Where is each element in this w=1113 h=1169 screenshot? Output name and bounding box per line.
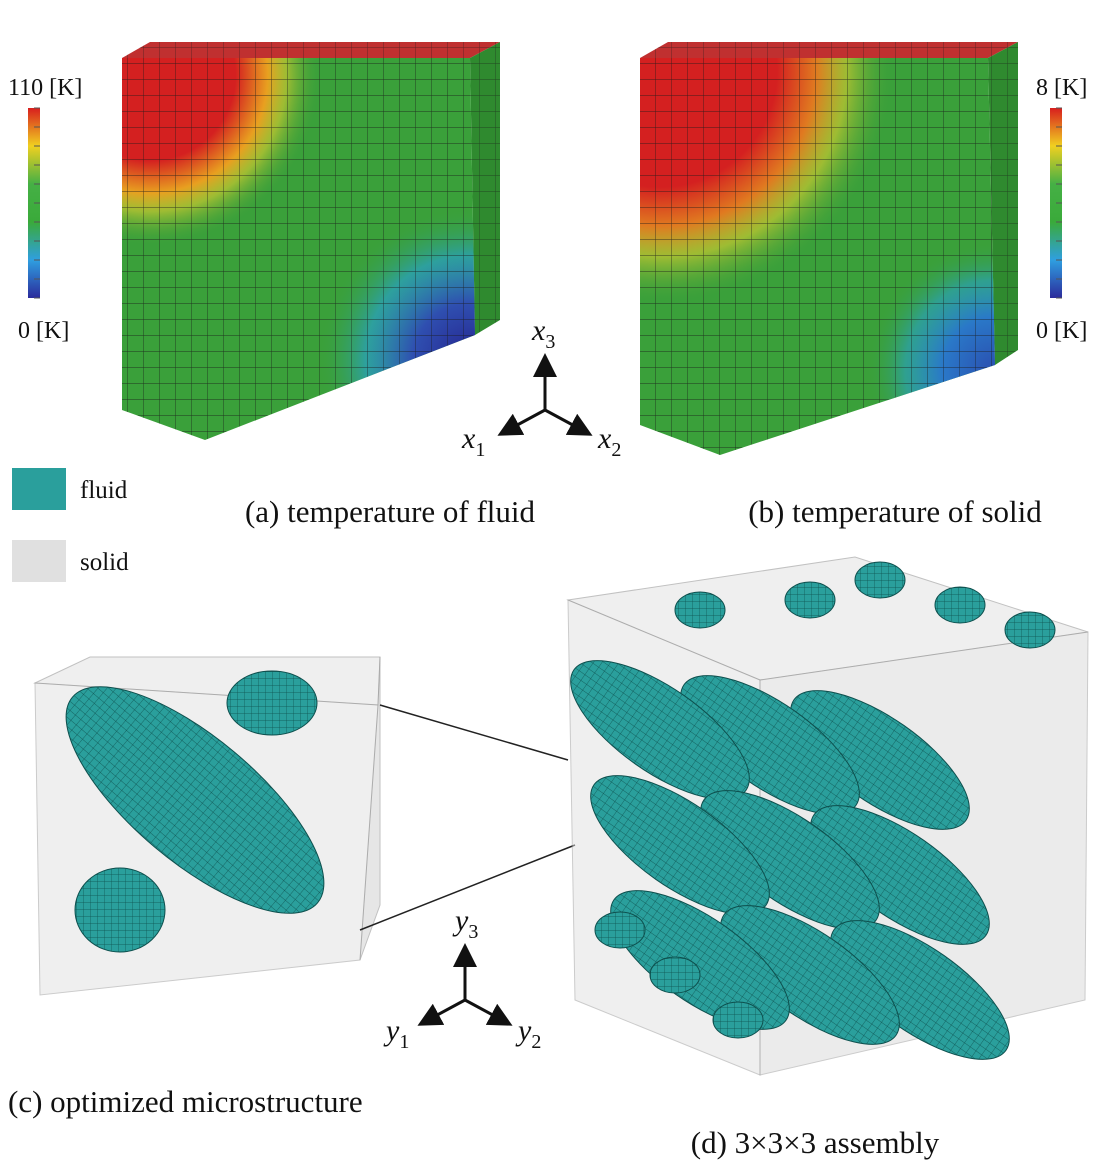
slab-solid [640,42,1018,455]
colorbar-max: 110 [K] [8,75,82,101]
fluid-mesh [650,957,700,993]
unit-cell [33,650,380,995]
caption: (c) optimized microstructure [8,1084,363,1119]
assembly [550,557,1088,1085]
fluid-region [935,587,985,623]
legend-label: solid [80,549,129,576]
fluid-mesh [713,1002,763,1038]
axis-label: y3 [452,904,478,943]
fluid-mesh [785,582,835,618]
colorbar-min: 0 [K] [18,318,69,344]
axis-label: y2 [515,1014,541,1053]
fluid-mesh [935,587,985,623]
axis-label: y1 [383,1014,409,1053]
fluid-mesh [227,671,317,735]
fluid-region [650,957,700,993]
slab-fluid [122,42,500,440]
fluid-mesh [675,592,725,628]
fluid-region [855,562,905,598]
fluid-region [713,1002,763,1038]
legend-swatch [12,468,66,510]
fluid-region [227,671,317,735]
legend-swatch [12,540,66,582]
fluid-mesh [1005,612,1055,648]
axis-label: x1 [461,422,485,461]
fluid-region [75,868,165,952]
legend-label: fluid [80,477,128,504]
fluid-mesh [595,912,645,948]
figure: 110 [K] 0 [K] 8 [K] 0 [K] x3 x1 x2 fluid… [0,0,1113,1169]
caption: (b) temperature of solid [748,494,1042,529]
axis-label: x2 [597,422,621,461]
caption: (a) temperature of fluid [245,494,536,529]
fluid-mesh [855,562,905,598]
fluid-region [1005,612,1055,648]
axis-triad [428,955,502,1020]
colorbar-min: 0 [K] [1036,318,1087,344]
fluid-region [595,912,645,948]
fluid-region [675,592,725,628]
axis-label: x3 [531,314,555,353]
fluid-region [785,582,835,618]
fluid-mesh [75,868,165,952]
caption: (d) 3×3×3 assembly [691,1125,940,1160]
axis-triad [508,365,582,430]
connector [380,705,568,760]
colorbar-max: 8 [K] [1036,75,1087,101]
